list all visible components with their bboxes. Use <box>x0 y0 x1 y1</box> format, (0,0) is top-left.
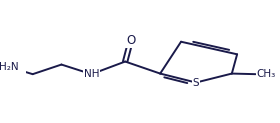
Text: CH₃: CH₃ <box>257 69 276 79</box>
Text: S: S <box>193 77 199 88</box>
Text: O: O <box>126 34 135 47</box>
Text: H₂N: H₂N <box>0 62 19 72</box>
Text: NH: NH <box>84 69 99 79</box>
